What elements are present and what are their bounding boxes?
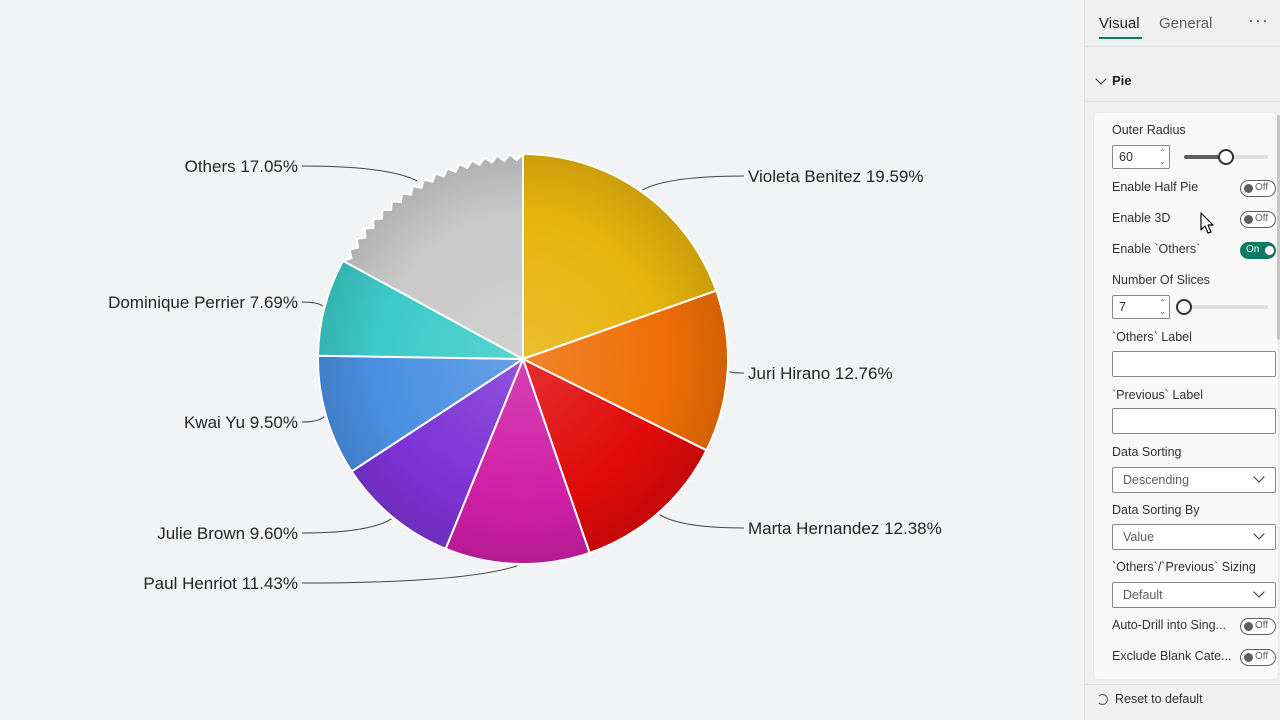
reset-icon [1097,693,1108,705]
others-previous-sizing-dropdown[interactable]: Default [1112,582,1276,608]
auto-drill-toggle[interactable]: Off [1240,618,1276,635]
toggle-state-text: Off [1255,620,1269,631]
previous-label-input[interactable] [1112,408,1276,434]
data-label: Violeta Benitez 19.59% [748,167,923,186]
data-sorting-by-value: Value [1123,530,1155,544]
tab-visual[interactable]: Visual [1099,15,1140,32]
number-of-slices-label: Number Of Slices [1112,273,1210,287]
section-divider [1085,101,1280,102]
data-sorting-by-dropdown[interactable]: Value [1112,524,1276,550]
reset-label: Reset to default [1115,692,1203,706]
footer-divider [1085,684,1280,685]
others-label-label: `Others` Label [1112,330,1192,344]
pie-slice-paul-henriot[interactable] [444,356,591,565]
pie-slice-dominique-perrier[interactable] [316,259,524,360]
data-label: Kwai Yu 9.50% [184,413,298,432]
spin-down-icon[interactable]: ⌄ [1159,157,1166,166]
leader-line [301,518,392,534]
tabs-divider [1085,46,1280,47]
pie-chart-area: Violeta Benitez 19.59% Juri Hirano 12.76%… [108,151,942,593]
enable-half-pie-toggle[interactable]: Off [1240,180,1276,197]
data-sorting-label: Data Sorting [1112,445,1182,459]
data-label: Marta Hernandez 12.38% [748,519,942,538]
pie-slice-julie-brown[interactable] [350,356,526,551]
chevron-down-icon [1253,471,1265,483]
pie-slice-marta-hernandez[interactable] [521,357,708,555]
leader-line [301,416,325,423]
leader-line [659,514,745,529]
toggle-knob [1244,215,1253,224]
spin-down-icon[interactable]: ⌄ [1159,307,1166,316]
number-of-slices-value: 7 [1119,300,1126,314]
data-label: Julie Brown 9.60% [157,524,298,543]
leader-line [642,175,745,191]
section-title: Pie [1112,73,1132,88]
toggle-state-text: Off [1255,182,1269,193]
pane-scrollbar[interactable] [1277,115,1280,340]
pie-chart: Violeta Benitez 19.59% Juri Hirano 12.76%… [108,151,942,593]
enable-others-toggle[interactable]: On [1240,242,1276,259]
outer-radius-slider-thumb[interactable] [1218,149,1234,165]
exclude-blank-label: Exclude Blank Cate... [1112,649,1232,663]
data-sorting-by-label: Data Sorting By [1112,503,1200,517]
outer-radius-value: 60 [1119,150,1133,164]
toggle-knob [1244,622,1253,631]
format-pane: Visual General ··· Pie Outer Radius 60 ⌃… [1084,0,1280,720]
leader-line [301,565,518,584]
enable-others-label: Enable `Others` [1112,242,1201,256]
section-header-pie[interactable]: Pie [1095,72,1132,88]
reset-to-default-button[interactable]: Reset to default [1097,692,1203,706]
data-sorting-dropdown[interactable]: Descending [1112,467,1276,493]
others-previous-sizing-value: Default [1123,588,1163,602]
outer-radius-input[interactable]: 60 ⌃ ⌄ [1112,145,1170,169]
previous-label-label: `Previous` Label [1112,388,1204,402]
data-label: Paul Henriot 11.43% [143,574,298,593]
toggle-knob [1244,184,1253,193]
more-options-icon[interactable]: ··· [1248,10,1269,30]
data-label: Juri Hirano 12.76% [748,364,893,383]
toggle-knob [1265,246,1274,255]
number-of-slices-input[interactable]: 7 ⌃ ⌄ [1112,295,1170,319]
pie-settings-card: Outer Radius 60 ⌃ ⌄ Enable Half Pie Off … [1093,112,1279,680]
chevron-down-icon [1253,586,1265,598]
mouse-cursor-icon [1200,212,1214,234]
outer-radius-slider-fill [1184,155,1226,159]
leader-line [301,165,418,182]
chevron-down-icon [1253,528,1265,540]
data-sorting-value: Descending [1123,473,1190,487]
spin-up-icon[interactable]: ⌃ [1159,298,1166,307]
pane-tabs: Visual General ··· [1085,0,1280,46]
others-previous-sizing-label: `Others`/`Previous` Sizing [1112,560,1256,574]
leader-line [301,301,324,307]
data-label: Others 17.05% [185,157,298,176]
pie-slice-juri-hirano[interactable] [520,289,729,452]
exclude-blank-toggle[interactable]: Off [1240,649,1276,666]
enable-3d-label: Enable 3D [1112,211,1171,225]
tab-general[interactable]: General [1159,15,1213,32]
active-tab-indicator [1099,37,1142,39]
others-label-input[interactable] [1112,351,1276,377]
auto-drill-label: Auto-Drill into Sing... [1112,618,1226,632]
pie-slice-others[interactable] [340,151,524,361]
enable-3d-toggle[interactable]: Off [1240,211,1276,228]
toggle-state-text: Off [1255,651,1269,662]
toggle-state-text: Off [1255,213,1269,224]
toggle-knob [1244,653,1253,662]
chevron-down-icon [1095,72,1107,85]
toggle-state-text: On [1246,244,1260,255]
leader-line [729,371,745,374]
outer-radius-label: Outer Radius [1112,123,1186,137]
data-label: Dominique Perrier 7.69% [108,293,298,312]
pie-slice-kwai-yu[interactable] [316,354,527,473]
enable-half-pie-label: Enable Half Pie [1112,180,1199,194]
number-of-slices-slider-thumb[interactable] [1176,299,1192,315]
number-of-slices-slider-track[interactable] [1184,305,1268,309]
spin-up-icon[interactable]: ⌃ [1159,148,1166,157]
